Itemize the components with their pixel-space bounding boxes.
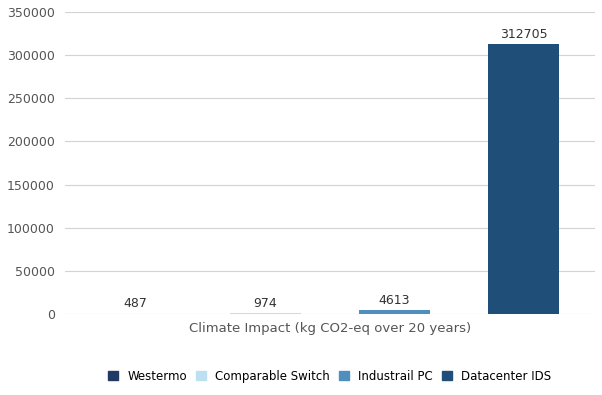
- Text: 487: 487: [124, 297, 147, 310]
- Bar: [359, 310, 430, 314]
- Text: 312705: 312705: [500, 28, 548, 41]
- Bar: [488, 44, 559, 314]
- Text: 4613: 4613: [379, 293, 410, 307]
- X-axis label: Climate Impact (kg CO2-eq over 20 years): Climate Impact (kg CO2-eq over 20 years): [189, 322, 471, 335]
- Bar: [229, 313, 300, 314]
- Text: 974: 974: [253, 297, 277, 310]
- Legend: Westermo, Comparable Switch, Industrail PC, Datacenter IDS: Westermo, Comparable Switch, Industrail …: [104, 365, 556, 388]
